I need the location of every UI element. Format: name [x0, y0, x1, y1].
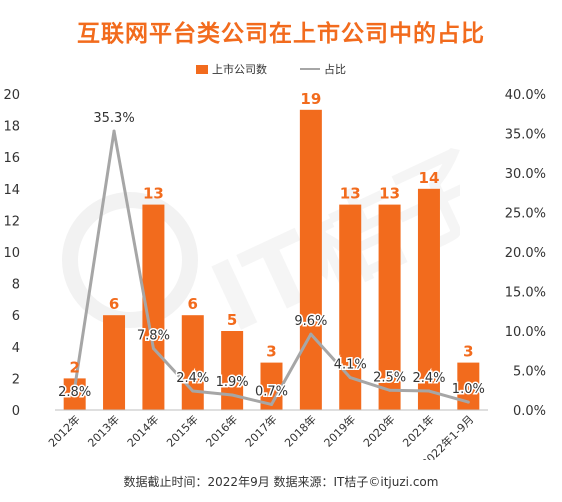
line-point: [151, 346, 155, 350]
x-tick-label: 2013年: [85, 412, 122, 449]
legend-line-label: 占比: [324, 63, 346, 76]
legend-item-bars: 上市公司数: [196, 61, 267, 77]
line-value-label: 2.4%: [412, 371, 445, 386]
x-axis: 2012年 2013年 2014年 2015年 2016年 2017年 2018年 2019年…: [45, 409, 488, 460]
bar-value-label: 19: [300, 90, 321, 108]
line-point: [348, 376, 352, 380]
bar-value-label: 6: [109, 295, 119, 313]
line-value-label: 1.9%: [216, 375, 249, 390]
x-tick-label: 2014年: [124, 412, 161, 449]
chart-title: 互联网平台类公司在上市公司中的占比: [77, 21, 485, 47]
line-point: [309, 332, 313, 336]
line-value-label: 9.6%: [294, 314, 327, 329]
bar: [63, 378, 86, 410]
legend-bar-label: 上市公司数: [212, 63, 267, 76]
bar: [299, 109, 322, 411]
line-value-label: 4.1%: [334, 358, 367, 373]
y-right-tick-label: 30.0%: [505, 167, 546, 182]
line-data-labels: 2.8% 35.3% 7.8% 2.4% 1.9% 0.7% 9.6% 4.1% 2.5% 2.4…: [57, 110, 487, 402]
legend-bar-swatch: [196, 64, 208, 74]
line-point: [427, 389, 431, 393]
bar: [142, 204, 165, 410]
y-left-tick-label: 16: [3, 151, 20, 166]
y-right-tick-label: 20.0%: [505, 246, 546, 261]
line-point: [112, 129, 116, 133]
line-point: [73, 386, 77, 390]
x-tick-label: 2019年: [321, 412, 358, 449]
y-left-tick-label: 14: [3, 183, 20, 198]
x-tick-label: 2012年: [45, 412, 82, 449]
y-left-tick-label: 2: [12, 372, 20, 387]
y-axis-left: 0 2 4 6 8 10 12 14 16 18 20: [3, 88, 20, 419]
bar-value-label: 14: [419, 169, 440, 187]
y-left-tick-label: 12: [3, 214, 20, 229]
x-tick-label: 2017年: [242, 412, 279, 449]
bar: [378, 204, 401, 410]
line-value-label: 0.7%: [255, 384, 288, 399]
line-value-label: 1.0%: [452, 382, 485, 397]
bar-value-label: 2: [69, 358, 79, 376]
y-right-tick-label: 15.0%: [505, 286, 546, 301]
y-right-tick-label: 0.0%: [513, 404, 546, 419]
line-point: [270, 402, 273, 406]
bar: [457, 362, 480, 410]
source-footnote: 数据截止时间：2022年9月 数据来源：IT桔子©itjuzi.com: [123, 475, 439, 489]
line-point: [191, 389, 195, 393]
bar-value-label: 13: [143, 185, 164, 203]
bar-value-label: 13: [340, 185, 361, 203]
legend-line-swatch: [300, 68, 320, 70]
bar-series: [63, 109, 480, 411]
bar: [181, 315, 204, 410]
line-point: [466, 400, 470, 404]
line-value-label: 7.8%: [137, 328, 170, 343]
x-tick-label: 2016年: [203, 412, 240, 449]
bar-value-label: 5: [227, 311, 237, 329]
bar-value-label: 13: [379, 185, 400, 203]
line-point: [388, 388, 392, 392]
bar-value-label: 3: [463, 343, 473, 361]
y-left-tick-label: 4: [12, 341, 20, 356]
bar: [260, 362, 283, 410]
y-axis-right: 0.0% 5.0% 10.0% 15.0% 20.0% 25.0% 30.0% 35.0% 40…: [505, 88, 546, 419]
y-right-tick-label: 35.0%: [505, 128, 546, 143]
bar: [103, 315, 126, 410]
y-left-tick-label: 0: [12, 404, 20, 419]
bar-data-labels: 2 6 13 6 5 3 19 13 13 14 3: [69, 90, 473, 377]
bar-value-label: 6: [188, 295, 198, 313]
y-right-tick-label: 25.0%: [505, 207, 546, 222]
line-value-label: 35.3%: [93, 111, 134, 126]
line-value-label: 2.4%: [176, 371, 209, 386]
bar-value-label: 3: [266, 343, 276, 361]
y-right-tick-label: 10.0%: [505, 325, 546, 340]
legend-item-line: 占比: [300, 61, 346, 77]
x-tick-label: 2020年: [360, 412, 397, 449]
bar: [221, 331, 244, 410]
y-left-tick-label: 18: [3, 120, 20, 135]
y-left-tick-label: 8: [12, 278, 20, 293]
bar: [339, 204, 362, 410]
line-point: [230, 393, 234, 397]
y-left-tick-label: 6: [12, 309, 20, 324]
y-left-tick-label: 10: [3, 246, 20, 261]
line-series: [73, 129, 470, 406]
bar: [417, 188, 440, 410]
y-right-tick-label: 5.0%: [513, 365, 546, 380]
y-right-tick-label: 40.0%: [505, 88, 546, 103]
line-value-label: 2.5%: [373, 370, 406, 385]
y-left-tick-label: 20: [3, 88, 20, 103]
x-tick-label: 2018年: [282, 412, 319, 449]
x-tick-label: 2021年: [400, 412, 437, 449]
line-value-label: 2.8%: [58, 385, 91, 400]
x-tick-label: 2015年: [163, 412, 200, 449]
